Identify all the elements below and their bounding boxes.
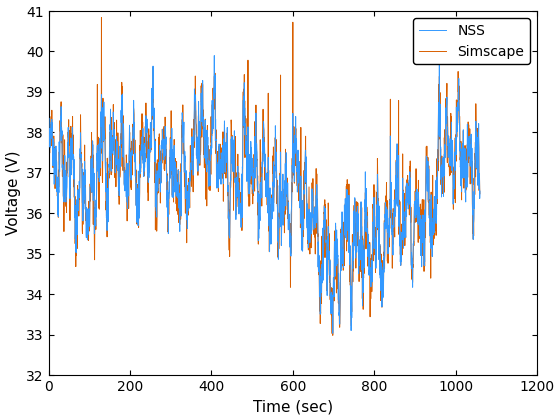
NSS xyxy=(67,162,74,167)
Line: NSS: NSS xyxy=(49,40,480,333)
Y-axis label: Voltage (V): Voltage (V) xyxy=(6,151,21,235)
NSS xyxy=(436,37,443,42)
Simscape xyxy=(255,220,262,225)
Simscape xyxy=(67,163,74,168)
NSS xyxy=(329,331,336,336)
Simscape xyxy=(98,15,105,20)
NSS xyxy=(464,146,471,151)
Simscape xyxy=(464,149,471,154)
Line: Simscape: Simscape xyxy=(49,17,480,335)
Simscape xyxy=(385,241,392,246)
Simscape xyxy=(477,191,483,196)
NSS xyxy=(385,226,392,231)
NSS xyxy=(45,126,52,131)
NSS xyxy=(477,189,483,194)
Simscape xyxy=(464,175,471,180)
Simscape xyxy=(329,333,336,338)
X-axis label: Time (sec): Time (sec) xyxy=(253,399,333,415)
Simscape xyxy=(45,126,52,131)
NSS xyxy=(464,175,471,180)
NSS xyxy=(255,238,262,243)
NSS xyxy=(244,179,250,184)
Simscape xyxy=(244,116,250,121)
Legend: NSS, Simscape: NSS, Simscape xyxy=(413,18,530,64)
